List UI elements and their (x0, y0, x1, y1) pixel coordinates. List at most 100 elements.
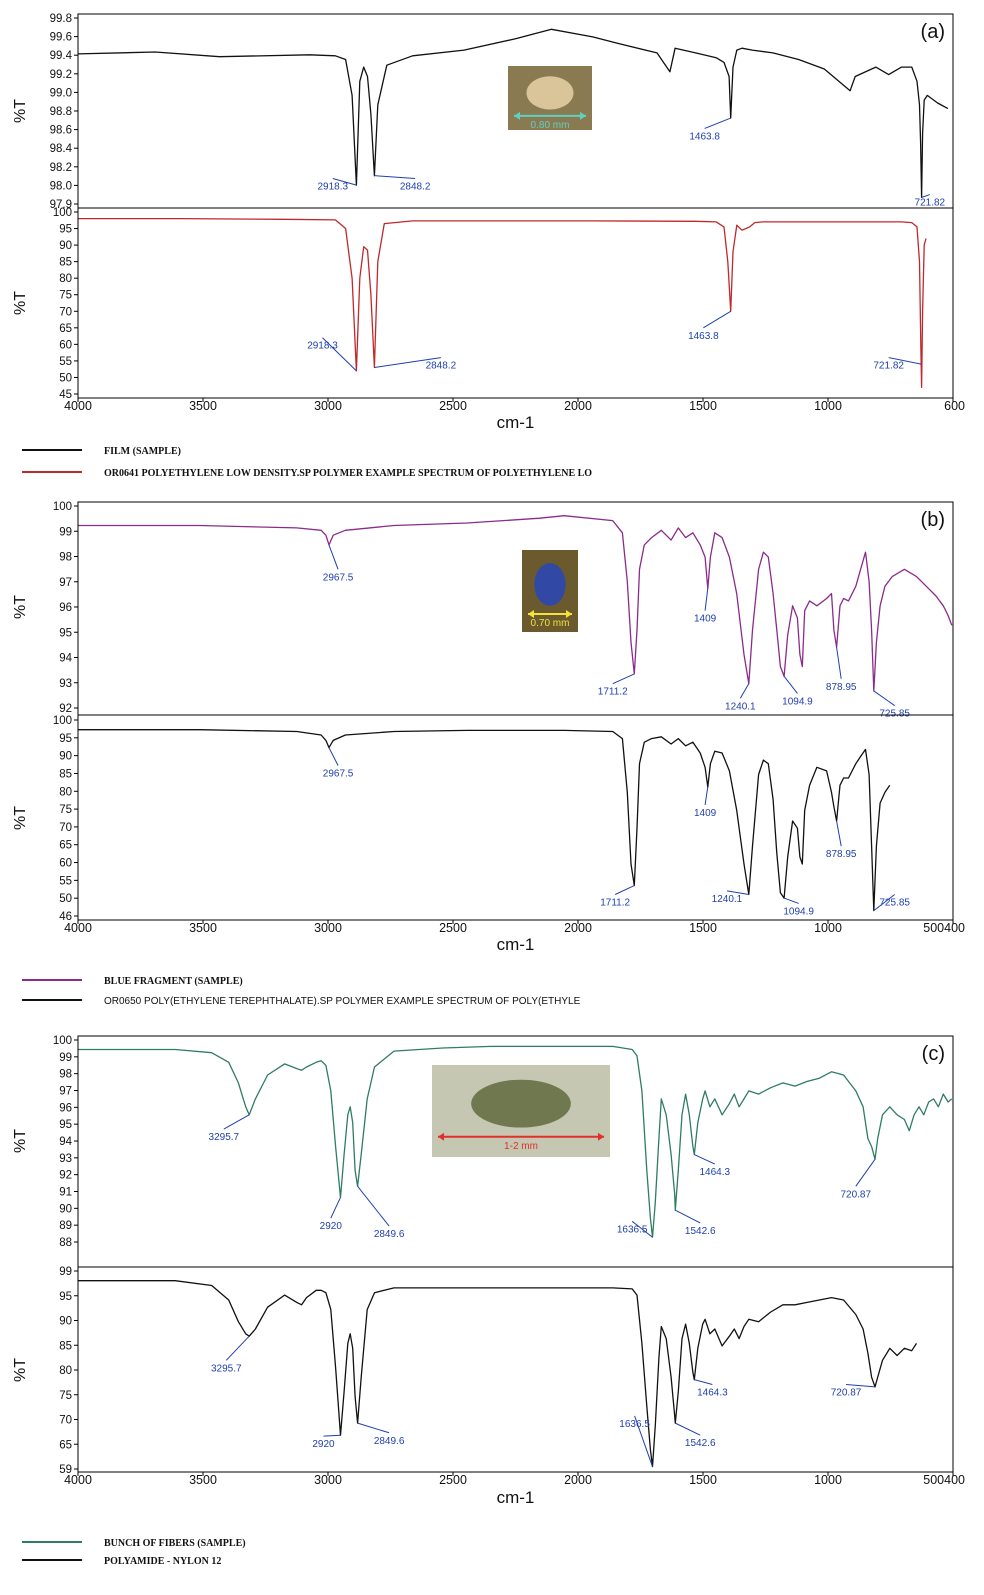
y-tick-label: 92 (59, 703, 72, 715)
y-tick-label: 80 (59, 1365, 72, 1377)
y-tick-label: 96 (59, 1102, 72, 1114)
y-tick-label: 99.0 (50, 87, 72, 99)
y-tick-label: 99.8 (50, 13, 72, 25)
y-tick-label: 95 (59, 1119, 72, 1131)
peak-leader (328, 544, 339, 570)
y-tick-label: 95 (59, 733, 72, 745)
peak-label: 2849.6 (374, 1436, 405, 1447)
series-line-a-1 (77, 28, 949, 199)
peak-leader (921, 194, 931, 198)
y-tick-label: 60 (59, 858, 72, 870)
subplot-c-2: 99 95 90 85 80 75 70 65 59 %T 3295.7 2920 2849.6 1636… (12, 1266, 918, 1476)
panel-c: 100 99 98 97 96 95 94 93 92 91 90 89 88 %T 3295.7 2920 2… (12, 1035, 965, 1567)
peak-leader (328, 747, 339, 766)
peak-label: 1240.1 (725, 701, 756, 712)
x-tick-label: 1000 (814, 921, 842, 935)
x-tick-label: 2000 (564, 1473, 592, 1487)
y-tick-label: 70 (59, 1415, 72, 1427)
y-tick-label: 89 (59, 1220, 72, 1232)
x-axis-label: cm-1 (497, 1488, 535, 1507)
y-axis-label: %T (12, 291, 29, 315)
y-tick-label: 98 (59, 1069, 72, 1081)
peak-leader (855, 1159, 876, 1187)
y-tick-label: 98.0 (50, 180, 72, 192)
x-tick-label: 3000 (314, 1473, 342, 1487)
peak-label: 1711.2 (598, 687, 628, 698)
y-tick-label: 99.6 (50, 32, 72, 44)
peak-label: 878.95 (826, 682, 857, 693)
subplot-a-2: 100 95 90 85 80 75 70 65 60 55 50 45 %T 2918.3 2848.2 1… (12, 207, 927, 401)
peak-leader (694, 1379, 713, 1385)
peak-leader (675, 1422, 701, 1436)
x-tick-label: 500400 (923, 1473, 965, 1487)
x-tick-label: 3000 (314, 921, 342, 935)
plot-frame (77, 13, 954, 399)
legend-label: OR0641 POLYETHYLENE LOW DENSITY.SP POLYM… (104, 468, 592, 479)
y-tick-label: 65 (59, 840, 72, 852)
y-tick-label: 97 (59, 577, 72, 589)
plot-frame (77, 1035, 954, 1473)
y-axis-label: %T (12, 595, 29, 619)
x-tick-label: 2500 (439, 399, 467, 413)
panel-b: 100 99 98 97 96 95 94 93 92 %T 2967.5 1711.2 1409 124… (12, 501, 965, 1007)
sample-particle (526, 76, 574, 110)
x-tick-label: 1500 (689, 921, 717, 935)
inset-photo: 1-2 mm (432, 1065, 610, 1157)
peak-label: 720.87 (840, 1189, 871, 1200)
y-tick-label: 90 (59, 240, 72, 252)
peak-leader (846, 1383, 876, 1388)
y-tick-label: 55 (59, 875, 72, 887)
y-tick-label: 50 (59, 372, 72, 384)
y-tick-label: 93 (59, 678, 72, 690)
y-tick-label: 45 (59, 389, 72, 401)
sample-particle (471, 1079, 571, 1128)
peak-leader (836, 647, 842, 679)
y-tick-label: 98.8 (50, 106, 72, 118)
peak-label: 2967.5 (323, 769, 354, 780)
y-tick-label: 59 (59, 1464, 72, 1476)
peak-leader (357, 1422, 390, 1434)
x-tick-label: 4000 (64, 1473, 92, 1487)
subplot-c-1: 100 99 98 97 96 95 94 93 92 91 90 89 88 %T 3295.7 2920 2… (12, 1035, 953, 1249)
y-tick-label: 85 (59, 1340, 72, 1352)
y-tick-label: 46 (59, 911, 72, 923)
y-axis-label: %T (12, 99, 29, 123)
x-tick-label: 600 (944, 399, 965, 413)
peak-leader (225, 1335, 250, 1361)
peak-leader (332, 178, 357, 186)
x-tick-label: 2500 (439, 921, 467, 935)
legend-label: POLYAMIDE - NYLON 12 (104, 1556, 221, 1567)
y-tick-label: 90 (59, 1316, 72, 1328)
y-tick-label: 99 (59, 526, 72, 538)
peak-label: 1542.6 (685, 1226, 716, 1237)
subplot-a-1: 99.8 99.6 99.4 99.2 99.0 98.8 98.6 98.4 98.2 98.0… (12, 13, 949, 211)
y-tick-label: 97 (59, 1086, 72, 1098)
peak-leader (739, 683, 750, 699)
y-tick-label: 92 (59, 1170, 72, 1182)
peak-label: 2849.6 (374, 1229, 405, 1240)
y-tick-label: 98 (59, 552, 72, 564)
peak-label: 1409 (694, 614, 717, 625)
y-tick-label: 100 (53, 207, 72, 219)
series-line-c-2 (78, 1280, 918, 1468)
x-tick-label: 1500 (689, 1473, 717, 1487)
peak-label: 878.95 (826, 849, 857, 860)
peak-leader (357, 1186, 390, 1227)
panel-a: 99.8 99.6 99.4 99.2 99.0 98.8 98.6 98.4 98.2 98.0… (12, 13, 965, 479)
peak-leader (614, 885, 635, 895)
y-tick-label: 85 (59, 257, 72, 269)
y-tick-label: 100 (53, 501, 72, 513)
panel-label: (b) (921, 509, 945, 531)
x-tick-label: 2000 (564, 921, 592, 935)
peak-leader (374, 175, 416, 180)
y-tick-label: 91 (59, 1187, 72, 1199)
y-tick-label: 100 (53, 1035, 72, 1047)
peak-leader (631, 1220, 653, 1238)
x-tick-label: 2000 (564, 399, 592, 413)
series-line-a-2 (78, 217, 927, 389)
y-tick-label: 96 (59, 602, 72, 614)
legend-label: BUNCH OF FIBERS (SAMPLE) (104, 1538, 246, 1549)
x-tick-label: 1000 (814, 1473, 842, 1487)
peak-label: 1094.9 (783, 906, 814, 917)
